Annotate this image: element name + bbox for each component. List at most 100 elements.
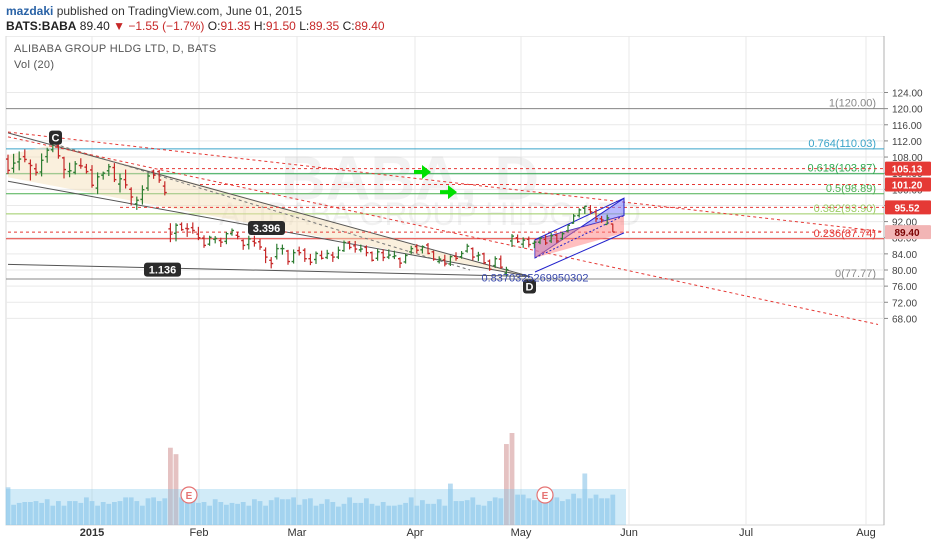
volume-bar [84,497,89,525]
quote-line: BATS:BABA 89.40 ▼ −1.55 (−1.7%) O:91.35 … [6,19,385,33]
y-tick-label: 76.00 [892,282,917,293]
price-tag-label: 95.52 [894,203,919,214]
volume-bar [515,494,520,525]
volume-bar [201,502,207,525]
volume-indicator-label[interactable]: Vol (20) [14,59,55,71]
price-tag-label: 89.40 [894,228,919,239]
fib-level-label: 0.382(93.90) [814,203,876,215]
volume-bar [308,498,313,525]
volume-bar [431,503,436,525]
ratio-label-3396 [248,221,285,236]
volume-bar [487,501,492,525]
price-tag [885,200,931,215]
published-text: published on TradingView.com, June 01, 2… [56,4,302,18]
volume-bar [274,497,280,525]
channel-top-line [534,197,625,241]
fib-level-label: 0.764(110.03) [808,138,876,150]
volume-bar [212,499,218,525]
volume-bar [168,447,173,525]
volume-bar [218,502,224,525]
price-tag-label: 101.20 [892,180,923,191]
volume-bar [448,483,453,525]
volume-bar [386,505,392,525]
x-tick-label: May [511,527,532,539]
volume-bar [89,501,95,525]
volume-bar [22,502,28,525]
fib-level-label: 0(77.77) [835,268,876,280]
volume-bar [588,498,593,525]
volume-bar [414,505,420,525]
volume-bar [442,505,448,525]
volume-bar [420,500,425,525]
volume-bar [330,502,336,525]
volume-bar [604,498,610,525]
volume-bar [240,502,246,525]
volume-bar [324,499,330,525]
volume-bar [235,503,240,525]
volume-bar [397,504,403,525]
y-tick-label: 72.00 [892,298,917,309]
volume-bar [347,497,352,525]
earnings-marker[interactable] [536,486,554,504]
volume-bar [380,502,386,525]
fib-level-label: 1(120.00) [829,98,876,110]
volume-bar [50,505,56,525]
volume-bar [582,473,588,525]
volume-bar [403,502,408,525]
volume-bar [481,505,487,525]
volume-bar [173,454,179,525]
volume-bar [145,498,151,525]
green-arrow-icon [440,185,457,200]
volume-bar [554,497,560,525]
earnings-marker-text: E [186,491,193,502]
volume-bar [100,502,106,525]
volume-bar [369,503,375,525]
publish-line: mazdaki published on TradingView.com, Ju… [6,4,302,18]
volume-bar [196,502,201,525]
volume-bar [33,501,39,525]
ratio-label-3396-text: 3.396 [253,223,281,235]
fib-level-label: 0.5(98.89) [826,183,876,195]
volume-bar [319,503,324,525]
earnings-marker[interactable] [180,486,198,504]
wedge-fill [8,144,530,277]
y-tick-label: 116.00 [892,121,922,132]
volume-bar [140,505,145,525]
username-link[interactable]: mazdaki [6,4,54,18]
channel-bottom-line [534,232,625,273]
wedge-mid-dash [54,143,471,271]
volume-bar [610,494,616,525]
volume-bar [16,502,22,525]
close-value: 89.40 [354,19,385,33]
price-chart[interactable]: 2015 Feb Mar Apr May Jun Jul Aug 68.00 72.00 76.00… [0,36,932,550]
green-arrow-icon [414,164,431,179]
volume-bar [56,501,61,525]
volume-bar [11,504,16,525]
price-tag [885,177,931,192]
volume-bar [28,502,33,525]
volume-bar [358,502,364,525]
volume-bar [280,499,285,525]
volume-bar [44,499,50,525]
volume-bar [156,501,162,525]
volume-bar [263,505,268,525]
volume-bar [190,497,196,525]
plot-area[interactable] [5,36,885,526]
volume-bar [252,499,257,525]
volume-bar [375,505,380,525]
x-tick-label: Mar [288,527,307,539]
volume-bar [576,498,582,525]
volume-bar [436,499,442,525]
x-tick-label: Jul [739,527,753,539]
volume-bar [291,497,296,525]
high-value: 91.50 [265,19,296,33]
ratio-label-1136-text: 1.136 [149,265,177,277]
volume-bar [313,505,319,525]
x-tick-label: 2015 [80,527,104,539]
volume-bar [224,504,229,525]
volume-bar [364,498,369,525]
volume-bar [296,504,302,525]
earnings-marker-text: E [542,491,549,502]
long-support-line [7,263,531,277]
volume-bar [67,501,72,525]
